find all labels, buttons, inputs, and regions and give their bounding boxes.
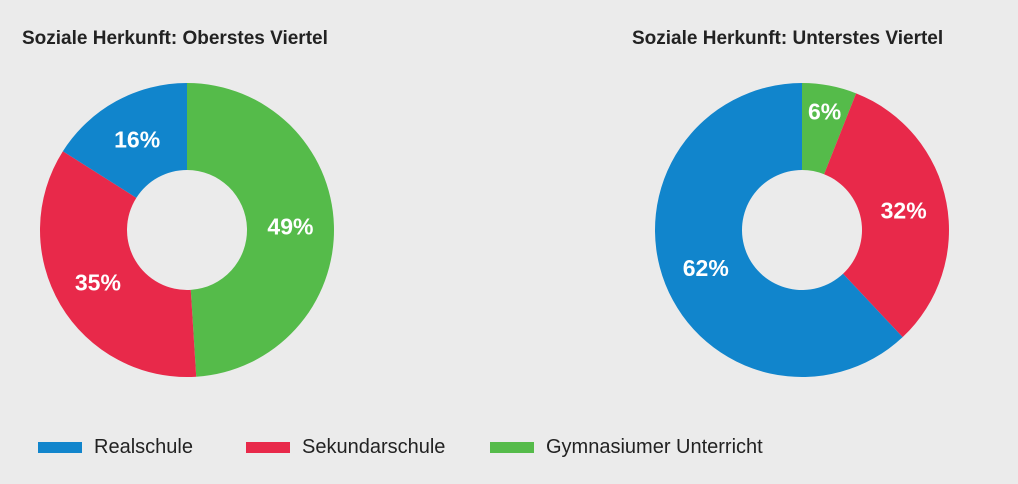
legend-item-sekundarschule: Sekundarschule bbox=[246, 436, 445, 459]
legend-item-realschule: Realschule bbox=[38, 436, 193, 459]
legend-label-sekundarschule: Sekundarschule bbox=[302, 436, 446, 458]
slice-label-gymnasiumer-unterricht-1: 6% bbox=[808, 99, 841, 125]
slice-gymnasiumer-unterricht-1 bbox=[802, 83, 857, 175]
slice-gymnasiumer-unterricht-0 bbox=[187, 83, 334, 377]
donut-chart-oberstes-viertel: 49% 35% 16% bbox=[40, 83, 334, 377]
legend-swatch-sekundarschule bbox=[246, 442, 290, 453]
slice-label-realschule-1: 62% bbox=[683, 255, 729, 281]
slice-label-sekundarschule-1: 32% bbox=[881, 198, 927, 224]
donut-chart-unterstes-viertel: 6% 32% 62% bbox=[654, 83, 949, 377]
slice-sekundarschule-1 bbox=[824, 93, 949, 338]
legend-swatch-realschule bbox=[38, 442, 82, 453]
chart-title-oberstes-viertel: Soziale Herkunft: Oberstes Viertel bbox=[22, 28, 328, 49]
slice-label-sekundarschule-0: 35% bbox=[75, 270, 121, 296]
slice-realschule-1 bbox=[654, 83, 903, 377]
legend: Realschule Sekundarschule Gymnasiumer Un… bbox=[0, 436, 1018, 466]
slice-label-gymnasiumer-unterricht-0: 49% bbox=[267, 214, 313, 240]
slice-realschule-0 bbox=[62, 83, 187, 198]
slice-label-realschule-0: 16% bbox=[114, 126, 160, 152]
slice-sekundarschule-0 bbox=[40, 151, 197, 377]
legend-label-realschule: Realschule bbox=[94, 436, 193, 458]
legend-item-gymnasiumer-unterricht: Gymnasiumer Unterricht bbox=[490, 436, 763, 459]
legend-label-gymnasiumer-unterricht: Gymnasiumer Unterricht bbox=[546, 436, 763, 458]
legend-swatch-gymnasiumer-unterricht bbox=[490, 442, 534, 453]
chart-title-unterstes-viertel: Soziale Herkunft: Unterstes Viertel bbox=[632, 28, 944, 49]
